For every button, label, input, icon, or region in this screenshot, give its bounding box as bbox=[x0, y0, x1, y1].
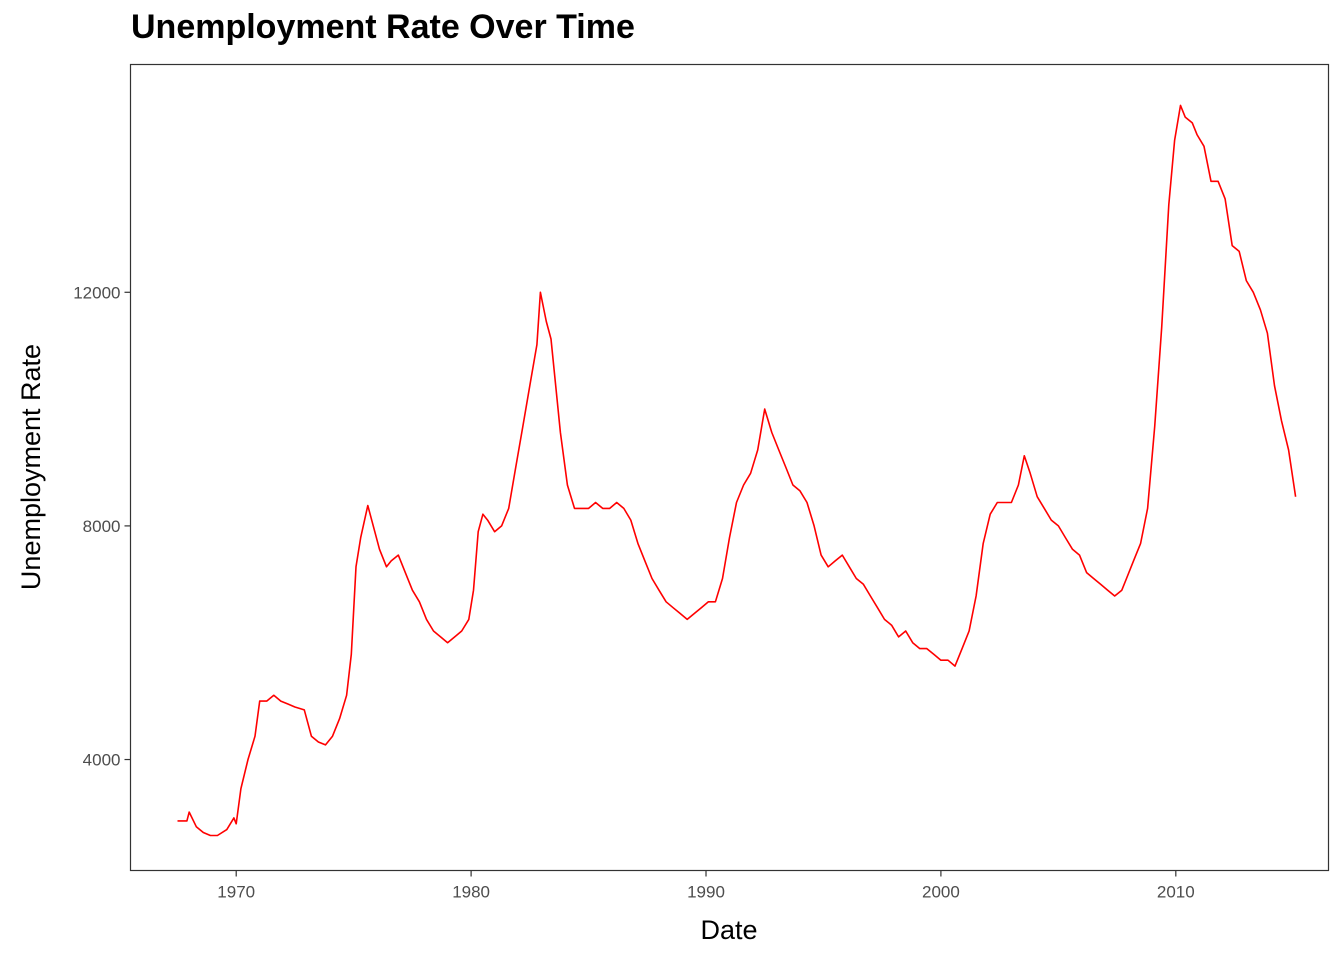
y-axis: 4000 8000 12000 bbox=[73, 283, 131, 770]
x-tick-label: 2000 bbox=[922, 883, 960, 902]
x-tick-label: 1980 bbox=[452, 883, 490, 902]
chart-title: Unemployment Rate Over Time bbox=[131, 8, 635, 46]
x-tick-label: 1970 bbox=[217, 883, 255, 902]
x-axis-title: Date bbox=[700, 915, 757, 945]
x-tick-label: 1990 bbox=[687, 883, 725, 902]
y-tick-label: 12000 bbox=[73, 283, 120, 302]
plot-panel bbox=[129, 63, 1330, 872]
series-line bbox=[177, 104, 1297, 837]
y-axis-title: Unemployment Rate bbox=[16, 344, 46, 590]
y-tick-label: 8000 bbox=[83, 517, 121, 536]
x-tick-label: 2010 bbox=[1157, 883, 1195, 902]
x-axis: 1970 1980 1990 2000 2010 bbox=[217, 870, 1195, 902]
y-tick-label: 4000 bbox=[83, 751, 121, 770]
